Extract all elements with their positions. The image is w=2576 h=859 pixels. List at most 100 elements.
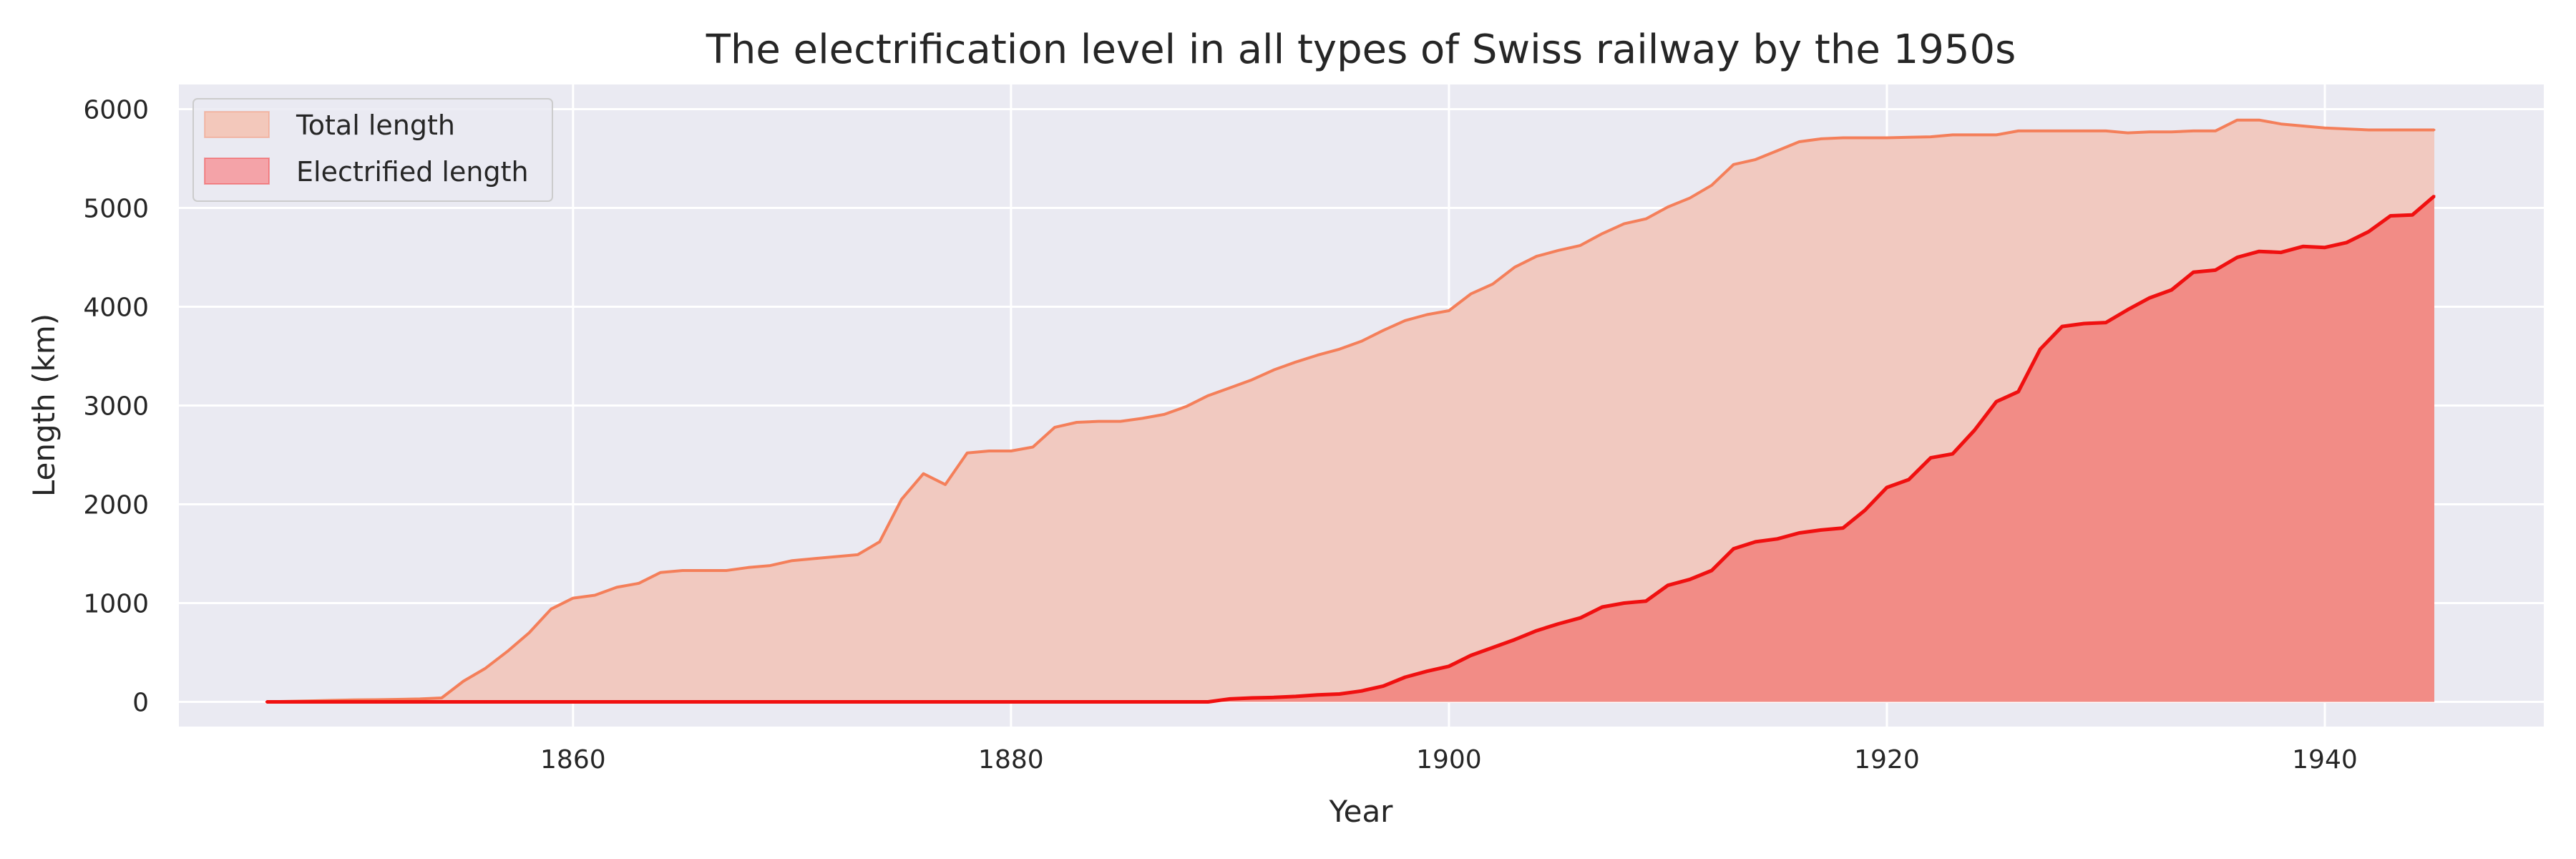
data-point-total-length-1913 [1732,163,1735,166]
data-point-electrified-length-1876 [922,701,924,703]
data-point-electrified-length-1914 [1754,540,1757,543]
data-point-electrified-length-1898 [1404,676,1407,679]
data-point-electrified-length-1935 [2214,268,2217,271]
data-point-electrified-length-1911 [1689,578,1691,581]
data-point-total-length-1902 [1491,283,1494,286]
series-layer [265,118,2436,704]
data-point-electrified-length-1927 [2039,348,2041,351]
data-point-total-length-1865 [681,569,684,572]
data-point-electrified-length-1860 [572,701,575,703]
data-point-electrified-length-1906 [1579,616,1581,619]
x-tick-label-1920: 1920 [1854,745,1920,775]
data-point-total-length-1872 [834,555,837,558]
data-point-total-length-1881 [1032,446,1034,448]
data-point-electrified-length-1921 [1908,478,1910,481]
data-point-total-length-1906 [1579,244,1581,247]
data-point-electrified-length-1873 [857,701,859,703]
data-point-electrified-length-1861 [593,701,596,703]
data-point-total-length-1859 [550,608,552,611]
data-point-total-length-1905 [1557,249,1560,252]
data-point-total-length-1870 [791,559,794,562]
data-point-total-length-1869 [769,564,771,567]
area-fill-electrified-length [266,195,2435,702]
data-point-electrified-length-1858 [528,701,531,703]
data-point-electrified-length-1852 [396,701,399,703]
data-point-electrified-length-1905 [1557,623,1560,625]
data-point-electrified-length-1941 [2346,241,2348,244]
data-point-total-length-1915 [1776,150,1779,152]
data-point-electrified-length-1942 [2367,230,2370,233]
data-point-electrified-length-1924 [1973,429,1976,432]
data-point-electrified-length-1945 [2433,195,2436,198]
data-point-total-length-1919 [1863,137,1866,139]
data-point-electrified-length-1884 [1097,701,1100,703]
data-point-total-length-1886 [1141,417,1143,419]
data-point-total-length-1907 [1601,232,1604,235]
x-tick-label-1900: 1900 [1416,745,1482,775]
data-point-electrified-length-1938 [2280,251,2283,254]
data-point-total-length-1862 [615,586,618,588]
data-point-total-length-1916 [1798,140,1800,143]
data-point-electrified-length-1881 [1032,701,1034,703]
data-point-electrified-length-1882 [1053,701,1056,703]
data-point-electrified-length-1846 [265,701,268,703]
data-point-total-length-1868 [747,566,750,569]
x-tick-label-1940: 1940 [2292,745,2358,775]
data-point-total-length-1852 [396,698,399,701]
data-point-total-length-1932 [2148,130,2151,133]
data-point-electrified-length-1872 [834,701,837,703]
data-point-electrified-length-1893 [1294,695,1297,698]
data-point-electrified-length-1900 [1448,665,1450,668]
data-point-total-length-1893 [1294,361,1297,364]
data-point-electrified-length-1865 [681,701,684,703]
data-point-electrified-length-1863 [638,701,640,703]
data-point-electrified-length-1918 [1842,527,1845,530]
data-point-total-length-1931 [2127,132,2129,135]
data-point-total-length-1944 [2411,129,2414,131]
x-tick-label-1880: 1880 [978,745,1044,775]
y-tick-label-5000: 5000 [83,195,149,224]
data-point-total-length-1897 [1382,329,1385,332]
data-point-total-length-1882 [1053,426,1056,429]
data-point-total-length-1937 [2258,119,2260,122]
data-point-total-length-1861 [593,594,596,596]
data-point-total-length-1901 [1470,293,1472,296]
data-point-total-length-1873 [857,553,859,556]
legend: Total length Electrified length [192,98,553,202]
legend-frame [192,98,553,202]
data-point-electrified-length-1932 [2148,296,2151,299]
y-tick-label-3000: 3000 [83,392,149,422]
data-point-total-length-1894 [1316,354,1319,356]
data-point-electrified-length-1930 [2104,321,2107,324]
data-point-electrified-length-1877 [944,701,947,703]
data-point-electrified-length-1871 [813,701,815,703]
data-point-total-length-1892 [1272,369,1275,372]
data-point-electrified-length-1883 [1075,701,1078,703]
data-point-electrified-length-1913 [1732,548,1735,550]
data-point-total-length-1866 [703,569,706,572]
data-point-total-length-1927 [2039,130,2041,132]
data-point-electrified-length-1895 [1338,693,1341,695]
data-point-electrified-length-1929 [2082,322,2085,325]
data-point-electrified-length-1862 [615,701,618,703]
data-point-electrified-length-1866 [703,701,706,703]
data-point-total-length-1911 [1689,197,1691,200]
data-point-total-length-1857 [506,650,509,653]
data-point-total-length-1910 [1667,205,1669,208]
data-point-total-length-1889 [1206,394,1209,397]
data-point-electrified-length-1901 [1470,654,1472,657]
data-point-total-length-1890 [1229,387,1231,389]
data-point-total-length-1885 [1119,420,1122,423]
data-point-electrified-length-1870 [791,701,794,703]
data-point-total-length-1934 [2192,130,2195,132]
data-point-electrified-length-1933 [2170,288,2173,291]
data-point-total-length-1914 [1754,158,1757,161]
data-point-electrified-length-1886 [1141,701,1143,703]
data-point-electrified-length-1925 [1995,400,1998,403]
y-tick-label-2000: 2000 [83,491,149,520]
data-point-electrified-length-1939 [2301,245,2304,248]
data-point-electrified-length-1940 [2323,246,2326,249]
series-line-electrified-length [266,195,2436,704]
data-point-total-length-1903 [1513,266,1516,268]
